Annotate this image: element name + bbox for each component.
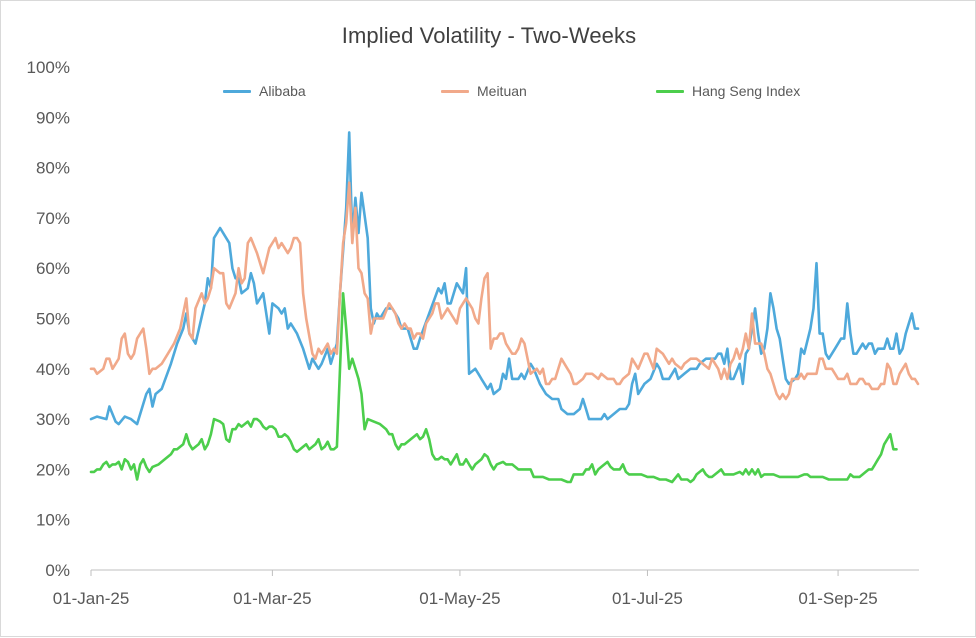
- series-line-meituan: [89, 181, 920, 401]
- legend-swatch-hang-seng: [656, 89, 684, 93]
- series-line-hang-seng-index: [89, 291, 898, 484]
- y-tick-label: 30%: [36, 410, 70, 429]
- y-tick-label: 10%: [36, 511, 70, 530]
- series-line-alibaba: [89, 131, 920, 426]
- legend-swatch-alibaba: [223, 89, 251, 93]
- chart-title: Implied Volatility - Two-Weeks: [341, 23, 637, 48]
- y-tick-label: 50%: [36, 310, 70, 329]
- y-tick-label: 80%: [36, 159, 70, 178]
- legend-item-meituan: Meituan: [441, 83, 527, 99]
- x-tick-label: 01-Mar-25: [233, 589, 311, 608]
- y-tick-label: 100%: [27, 58, 70, 77]
- legend-swatch-meituan: [441, 89, 469, 93]
- legend-item-alibaba: Alibaba: [223, 83, 306, 99]
- y-tick-label: 20%: [36, 460, 70, 479]
- y-tick-label: 40%: [36, 360, 70, 379]
- legend-item-hang-seng: Hang Seng Index: [656, 83, 800, 99]
- x-tick-label: 01-Jul-25: [612, 589, 683, 608]
- legend-label-alibaba: Alibaba: [259, 83, 306, 99]
- x-tick-label: 01-Sep-25: [798, 589, 877, 608]
- x-tick-label: 01-May-25: [419, 589, 500, 608]
- y-tick-label: 0%: [45, 561, 70, 580]
- y-tick-label: 90%: [36, 108, 70, 127]
- legend-label-hang-seng: Hang Seng Index: [692, 83, 801, 99]
- legend-label-meituan: Meituan: [477, 83, 527, 99]
- x-tick-label: 01-Jan-25: [53, 589, 130, 608]
- y-tick-label: 60%: [36, 259, 70, 278]
- y-tick-label: 70%: [36, 209, 70, 228]
